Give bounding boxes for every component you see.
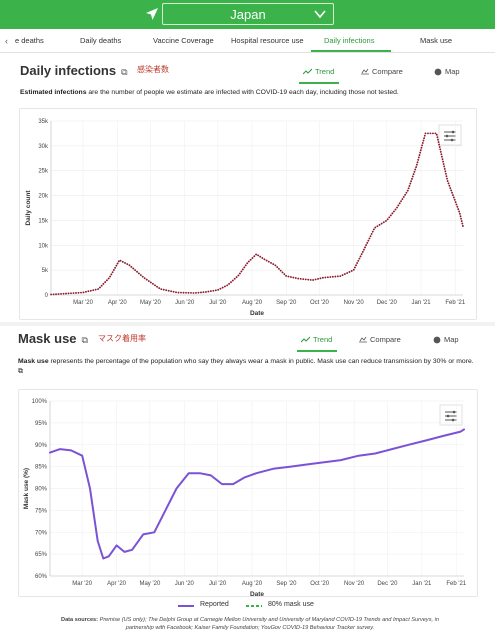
y-tick-label: 25k: [38, 169, 49, 175]
y-tick-label: 35k: [38, 119, 49, 125]
section-divider: [0, 322, 495, 326]
chart-options-icon[interactable]: [439, 404, 463, 426]
legend-reported-swatch: [178, 605, 194, 607]
x-tick-label: Sep '20: [276, 300, 297, 306]
y-axis-label: Mask use (%): [23, 468, 30, 509]
x-axis-label: Date: [250, 591, 264, 596]
trend-underline: [299, 82, 339, 84]
y-tick-label: 30k: [38, 144, 49, 150]
x-tick-label: Apr '20: [107, 581, 126, 587]
infections-chart: 0 5k 10k 15k 20k 25k 30k 35k Mar '20 Apr '20 May '…: [25, 119, 466, 317]
y-tick-label: 10k: [38, 243, 49, 249]
x-tick-label: Nov '20: [344, 300, 365, 306]
compare-icon: [361, 68, 369, 75]
y-tick-label: 60%: [35, 574, 48, 580]
active-tab-indicator: [311, 50, 391, 52]
x-tick-label: Apr '20: [108, 300, 127, 306]
location-arrow-icon[interactable]: [145, 7, 159, 21]
mask-chart: 60% 65% 70% 75% 80% 85% 90% 95% 100% Mar '20 Apr '…: [23, 399, 467, 598]
x-tick-label: May '20: [139, 581, 160, 587]
external-link-icon[interactable]: ⧉: [81, 335, 88, 345]
legend-target-swatch: [246, 605, 262, 607]
x-tick-label: Nov '20: [344, 581, 365, 587]
x-tick-label: Aug '20: [242, 581, 263, 587]
x-tick-label: Jul '20: [209, 581, 227, 587]
tabs-scroll-left-icon[interactable]: ‹: [5, 36, 8, 46]
mask-chart-card: 60% 65% 70% 75% 80% 85% 90% 95% 100% Mar '20 Apr '…: [18, 389, 478, 598]
x-tick-label: Dec '20: [377, 581, 398, 587]
x-axis-label: Date: [250, 310, 264, 317]
mask-title: Mask use ⧉: [18, 331, 88, 346]
mask-compare-button[interactable]: Compare: [359, 335, 401, 344]
x-tick-label: Jul '20: [209, 300, 227, 306]
infections-map-button[interactable]: Map: [434, 67, 460, 76]
country-select[interactable]: Japan: [162, 3, 334, 25]
chart-options-icon[interactable]: [438, 124, 462, 146]
compare-icon: [359, 336, 367, 343]
country-select-value: Japan: [230, 6, 266, 22]
y-tick-label: 100%: [32, 399, 48, 405]
globe-icon: [434, 68, 442, 75]
series-line: [50, 132, 464, 296]
tab-vaccine-coverage[interactable]: Vaccine Coverage: [153, 36, 214, 45]
y-tick-label: 15k: [38, 218, 49, 224]
x-tick-label: May '20: [140, 300, 161, 306]
mask-map-button[interactable]: Map: [433, 335, 459, 344]
series-line: [49, 428, 465, 560]
y-tick-label: 95%: [35, 421, 48, 427]
mask-description: Mask use represents the percentage of th…: [18, 358, 474, 375]
x-tick-label: Jan '21: [411, 300, 431, 306]
y-tick-label: 90%: [35, 443, 48, 449]
legend-target-label: 80% mask use: [268, 601, 314, 608]
x-tick-label: Aug '20: [242, 300, 263, 306]
data-sources-footnote: Data sources: Premise (US only); The Del…: [61, 617, 439, 631]
x-tick-label: Jun '20: [175, 300, 195, 306]
external-link-icon[interactable]: ⧉: [121, 67, 128, 77]
tab-daily-deaths[interactable]: Daily deaths: [80, 36, 122, 45]
x-tick-label: Jan '21: [412, 581, 432, 587]
trend-icon: [301, 336, 310, 343]
y-tick-label: 70%: [35, 530, 48, 536]
trend-underline: [297, 350, 337, 352]
x-tick-label: Dec '20: [377, 300, 398, 306]
globe-icon: [433, 336, 441, 343]
x-tick-label: Mar '20: [73, 300, 93, 306]
tab-mask-use[interactable]: Mask use: [420, 36, 453, 45]
legend-reported-label: Reported: [200, 601, 229, 608]
y-tick-label: 0: [45, 293, 49, 299]
infections-chart-card: 0 5k 10k 15k 20k 25k 30k 35k Mar '20 Apr '20 May '…: [19, 108, 477, 320]
x-tick-label: Oct '20: [310, 300, 329, 306]
x-tick-label: Oct '20: [310, 581, 329, 587]
external-link-icon[interactable]: ⧉: [18, 368, 23, 375]
x-tick-label: Jun '20: [175, 581, 195, 587]
y-tick-label: 75%: [35, 508, 48, 514]
y-tick-label: 20k: [38, 194, 49, 200]
y-tick-label: 80%: [35, 487, 48, 493]
metric-tabs: ‹ e deaths Daily deaths Vaccine Coverage…: [0, 29, 495, 53]
tab-excess-deaths[interactable]: e deaths: [15, 36, 44, 45]
y-axis-label: Daily count: [25, 190, 32, 226]
x-tick-label: Feb '21: [445, 300, 465, 306]
x-tick-label: Mar '20: [72, 581, 92, 587]
mask-trend-button[interactable]: Trend: [301, 335, 332, 344]
infections-title: Daily infections ⧉: [20, 63, 128, 78]
infections-compare-button[interactable]: Compare: [361, 67, 403, 76]
x-tick-label: Feb '21: [446, 581, 466, 587]
mask-note: マスク着用率: [98, 334, 146, 343]
infections-description: Estimated infections are the number of p…: [20, 89, 399, 96]
y-tick-label: 65%: [35, 552, 48, 558]
tab-daily-infections[interactable]: Daily infections: [324, 36, 375, 45]
infections-note: 感染者数: [137, 65, 169, 74]
infections-trend-button[interactable]: Trend: [303, 67, 334, 76]
y-tick-label: 5k: [42, 268, 49, 274]
x-tick-label: Sep '20: [276, 581, 297, 587]
tab-hospital-resource-use[interactable]: Hospital resource use: [231, 36, 304, 45]
y-tick-label: 85%: [35, 465, 48, 471]
chevron-down-icon: [314, 10, 326, 19]
trend-icon: [303, 68, 312, 75]
